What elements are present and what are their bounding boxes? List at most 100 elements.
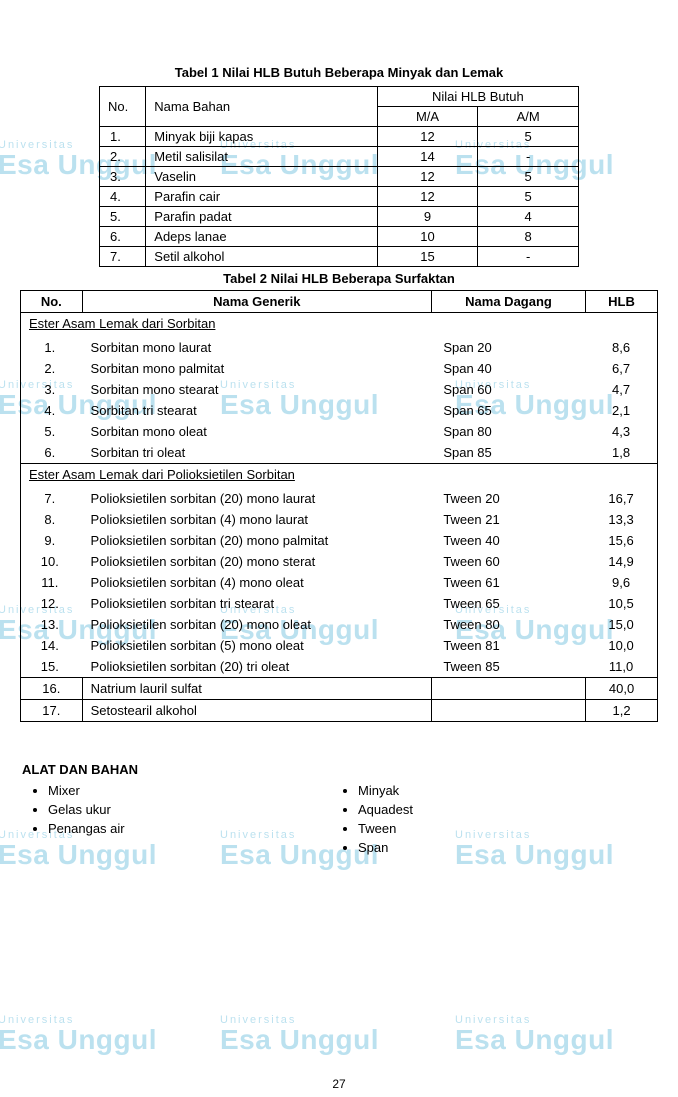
t2-no: 5. — [21, 421, 83, 442]
t2-hlb: 2,1 — [585, 400, 657, 421]
list-item: Aquadest — [358, 800, 640, 819]
table1-title: Tabel 1 Nilai HLB Butuh Beberapa Minyak … — [20, 65, 658, 80]
t2-h-no: No. — [21, 291, 83, 313]
t1-ma: 9 — [377, 207, 478, 227]
table-row: 11.Polioksietilen sorbitan (4) mono olea… — [21, 572, 657, 593]
table2-title: Tabel 2 Nilai HLB Beberapa Surfaktan — [20, 271, 658, 286]
t1-nama: Parafin cair — [146, 187, 377, 207]
table2: No. Nama Generik Nama Dagang HLB Ester A… — [20, 290, 658, 722]
t1-ma: 10 — [377, 227, 478, 247]
t2-gen: Polioksietilen sorbitan (20) mono palmit… — [83, 530, 432, 551]
t1-no: 7. — [100, 247, 146, 267]
table-row: 4.Sorbitan tri stearatSpan 652,1 — [21, 400, 657, 421]
t2-group2: Ester Asam Lemak dari Polioksietilen Sor… — [21, 464, 658, 678]
t2-no: 10. — [21, 551, 83, 572]
t1-no: 2. — [100, 147, 146, 167]
t2-gen: Sorbitan mono laurat — [83, 337, 432, 358]
t1-am: - — [478, 147, 579, 167]
t1-am: 5 — [478, 187, 579, 207]
t2-gen: Polioksietilen sorbitan (20) mono oleat — [83, 614, 432, 635]
t1-ma: 14 — [377, 147, 478, 167]
t2-dag: Tween 60 — [431, 551, 585, 572]
table-row: 15.Polioksietilen sorbitan (20) tri olea… — [21, 656, 657, 677]
t1-no: 5. — [100, 207, 146, 227]
t2-no: 12. — [21, 593, 83, 614]
t2-hlb: 10,0 — [585, 635, 657, 656]
t2-hlb: 9,6 — [585, 572, 657, 593]
table-row: 7.Polioksietilen sorbitan (20) mono laur… — [21, 488, 657, 509]
t2-hlb: 14,9 — [585, 551, 657, 572]
table-row: 17. Setostearil alkohol 1,2 — [21, 700, 658, 722]
t2-dag: Tween 61 — [431, 572, 585, 593]
bullet-columns: MixerGelas ukurPenangas air MinyakAquade… — [20, 781, 658, 857]
t2-dag: Tween 20 — [431, 488, 585, 509]
t1-am: - — [478, 247, 579, 267]
table-row: 3.Sorbitan mono stearatSpan 604,7 — [21, 379, 657, 400]
table-row: 10.Polioksietilen sorbitan (20) mono ste… — [21, 551, 657, 572]
t1-no: 3. — [100, 167, 146, 187]
t2-gen: Sorbitan tri stearat — [83, 400, 432, 421]
t2-gen: Sorbitan mono stearat — [83, 379, 432, 400]
table-row: 5.Parafin padat94 — [100, 207, 579, 227]
t2-no: 6. — [21, 442, 83, 463]
t2-h-dagang: Nama Dagang — [431, 291, 585, 313]
t2-hlb: 8,6 — [585, 337, 657, 358]
list-item: Tween — [358, 819, 640, 838]
t1-h-nama: Nama Bahan — [146, 87, 377, 127]
t2-no: 8. — [21, 509, 83, 530]
t1-nama: Vaselin — [146, 167, 377, 187]
t2-dag: Tween 40 — [431, 530, 585, 551]
t2-gen: Sorbitan mono oleat — [83, 421, 432, 442]
t2-gen: Polioksietilen sorbitan (20) mono sterat — [83, 551, 432, 572]
t2-dag: Tween 85 — [431, 656, 585, 677]
t1-no: 4. — [100, 187, 146, 207]
table-row: 7.Setil alkohol15- — [100, 247, 579, 267]
table-row: 9.Polioksietilen sorbitan (20) mono palm… — [21, 530, 657, 551]
t1-am: 4 — [478, 207, 579, 227]
table-row: 3.Vaselin125 — [100, 167, 579, 187]
t2-no: 2. — [21, 358, 83, 379]
table-row: 6.Sorbitan tri oleatSpan 851,8 — [21, 442, 657, 463]
t2-no: 11. — [21, 572, 83, 593]
t2-no: 4. — [21, 400, 83, 421]
table-row: 4.Parafin cair125 — [100, 187, 579, 207]
table-row: 16. Natrium lauril sulfat 40,0 — [21, 678, 658, 700]
table1: No. Nama Bahan Nilai HLB Butuh M/A A/M 1… — [99, 86, 579, 267]
page-content: Tabel 1 Nilai HLB Butuh Beberapa Minyak … — [0, 0, 678, 877]
t2-group2-label: Ester Asam Lemak dari Polioksietilen Sor… — [21, 464, 657, 488]
t1-nama: Metil salisilat — [146, 147, 377, 167]
t1-ma: 15 — [377, 247, 478, 267]
t2-no: 13. — [21, 614, 83, 635]
table-row: 2.Metil salisilat14- — [100, 147, 579, 167]
t1-h-am: A/M — [478, 107, 579, 127]
table-row: 5.Sorbitan mono oleatSpan 804,3 — [21, 421, 657, 442]
list-item: Span — [358, 838, 640, 857]
t2-hlb: 6,7 — [585, 358, 657, 379]
t1-nama: Minyak biji kapas — [146, 127, 377, 147]
t2-gen: Polioksietilen sorbitan (4) mono laurat — [83, 509, 432, 530]
t2-h-generik: Nama Generik — [82, 291, 431, 313]
t2-gen: Polioksietilen sorbitan tri stearat — [83, 593, 432, 614]
t2-gen: Sorbitan mono palmitat — [83, 358, 432, 379]
t2-hlb: 4,3 — [585, 421, 657, 442]
t2-no: 15. — [21, 656, 83, 677]
table-row: 12.Polioksietilen sorbitan tri stearatTw… — [21, 593, 657, 614]
t2-dag: Tween 65 — [431, 593, 585, 614]
list-item: Minyak — [358, 781, 640, 800]
list-item: Mixer — [48, 781, 330, 800]
t2-hlb: 11,0 — [585, 656, 657, 677]
t2-h-hlb: HLB — [586, 291, 658, 313]
t2-gen: Polioksietilen sorbitan (5) mono oleat — [83, 635, 432, 656]
t2-dag: Span 60 — [431, 379, 585, 400]
table-row: 1.Minyak biji kapas125 — [100, 127, 579, 147]
t1-h-ma: M/A — [377, 107, 478, 127]
t2-no: 14. — [21, 635, 83, 656]
t2-dag: Span 40 — [431, 358, 585, 379]
t1-am: 5 — [478, 167, 579, 187]
t2-dag: Span 20 — [431, 337, 585, 358]
table-row: 13.Polioksietilen sorbitan (20) mono ole… — [21, 614, 657, 635]
t2-hlb: 13,3 — [585, 509, 657, 530]
t2-hlb: 16,7 — [585, 488, 657, 509]
t2-dag: Tween 80 — [431, 614, 585, 635]
table-row: 2.Sorbitan mono palmitatSpan 406,7 — [21, 358, 657, 379]
